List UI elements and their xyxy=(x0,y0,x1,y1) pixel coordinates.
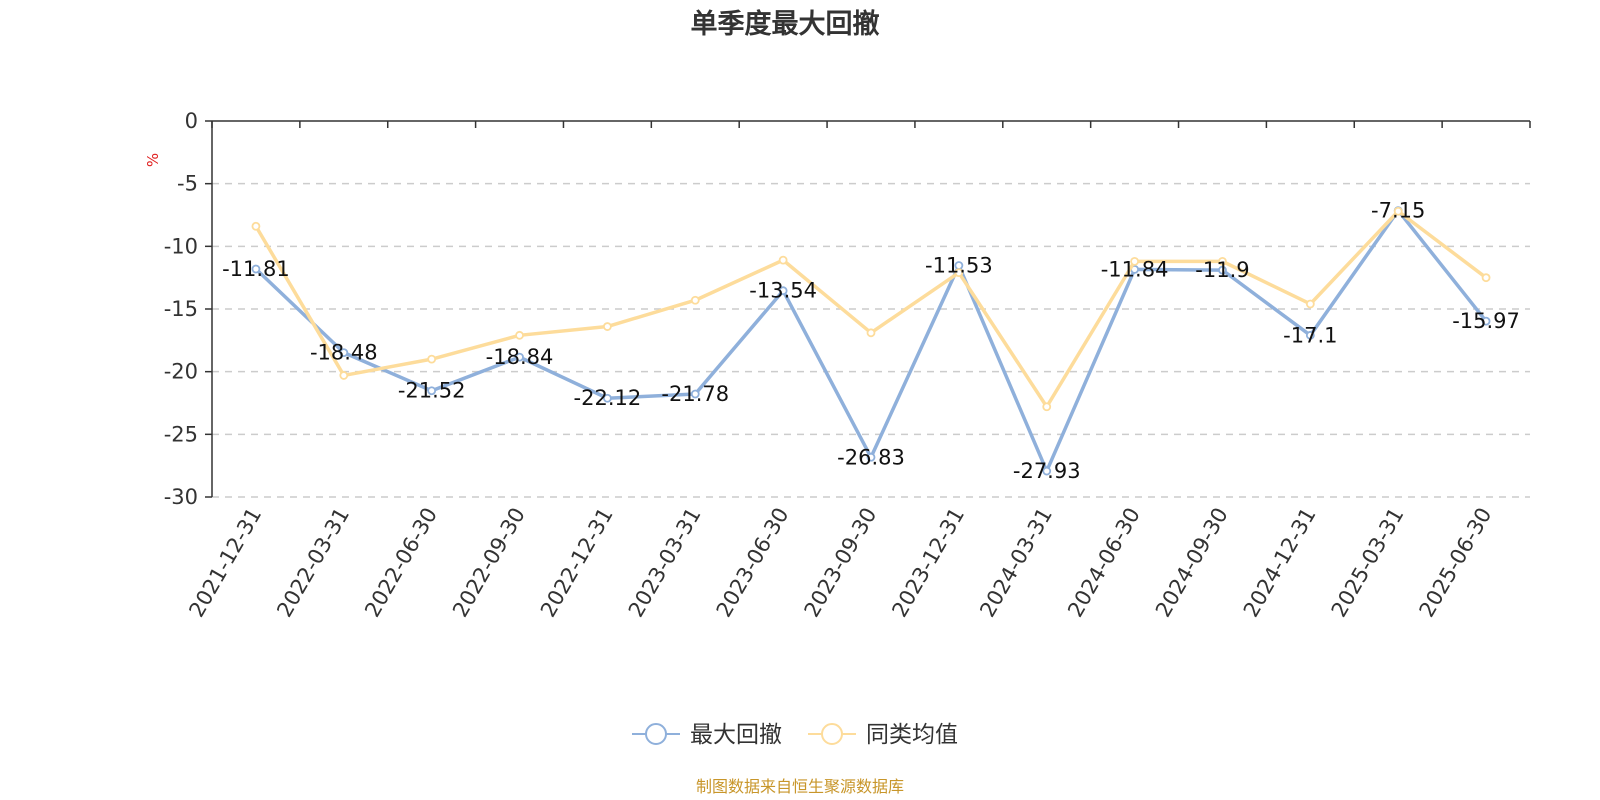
data-point[interactable] xyxy=(1218,256,1227,266)
data-point[interactable] xyxy=(690,295,700,305)
x-tick-label: 2024-09-30 xyxy=(1151,504,1233,622)
data-point[interactable] xyxy=(778,286,788,296)
data-label: -22.12 xyxy=(574,386,642,410)
y-tick-label: -25 xyxy=(164,422,198,446)
data-label: -11.81 xyxy=(222,257,290,281)
data-point[interactable] xyxy=(1218,265,1227,275)
data-point[interactable] xyxy=(1042,402,1052,412)
x-axis-ticks: 2021-12-31 2022-03-31 2022-06-30 2022-09-30… xyxy=(184,503,1496,621)
y-tick-label: -10 xyxy=(164,234,198,258)
data-point[interactable] xyxy=(1393,206,1403,216)
data-label: -11.53 xyxy=(925,254,993,278)
y-tick-label: -5 xyxy=(177,172,198,196)
x-tick-label: 2022-09-30 xyxy=(448,504,530,622)
data-label: -13.54 xyxy=(749,279,817,303)
chart-title: 单季度最大回撤 xyxy=(691,8,880,40)
y-tick-label: -30 xyxy=(164,485,198,509)
data-point[interactable] xyxy=(1042,466,1052,476)
data-point[interactable] xyxy=(339,348,349,358)
data-label: -26.83 xyxy=(837,445,905,469)
y-tick-label: -20 xyxy=(164,360,198,384)
data-point[interactable] xyxy=(866,452,876,462)
legend-label: 同类均值 xyxy=(866,722,958,748)
data-point[interactable] xyxy=(866,328,876,338)
legend-item[interactable]: 同类均值 xyxy=(808,722,958,748)
data-point[interactable] xyxy=(251,221,261,231)
y-tick-label: -15 xyxy=(164,297,198,321)
legend-marker xyxy=(821,723,843,745)
data-point[interactable] xyxy=(603,322,612,331)
data-point[interactable] xyxy=(1305,330,1315,340)
data-point[interactable] xyxy=(515,330,524,340)
x-tick-label: 2024-03-31 xyxy=(975,504,1057,622)
data-point[interactable] xyxy=(603,393,612,403)
legend-item[interactable]: 最大回撤 xyxy=(632,722,782,748)
data-labels: -11.81 -18.48 -21.52 -18.84 -22.12 -21.78 -13.… xyxy=(222,199,1520,483)
data-point[interactable] xyxy=(1481,316,1491,326)
series-group xyxy=(251,206,1491,476)
data-point[interactable] xyxy=(778,255,788,265)
data-point[interactable] xyxy=(1305,299,1315,309)
data-label: -11.9 xyxy=(1195,258,1249,282)
x-tick-label: 2022-06-30 xyxy=(360,503,442,621)
series-line xyxy=(254,209,1488,409)
data-label: -21.78 xyxy=(661,382,729,406)
x-tick-label: 2023-03-31 xyxy=(624,504,706,622)
data-label: -18.48 xyxy=(310,341,378,365)
legend-marker xyxy=(645,723,667,745)
x-tick-label: 2024-12-31 xyxy=(1239,504,1321,622)
data-point[interactable] xyxy=(954,268,964,278)
data-point[interactable] xyxy=(427,354,437,364)
x-tick-label: 2023-06-30 xyxy=(712,504,794,622)
data-point[interactable] xyxy=(1130,256,1139,266)
x-tick-label: 2025-06-30 xyxy=(1415,504,1497,622)
data-point[interactable] xyxy=(251,264,261,274)
data-label: -27.93 xyxy=(1013,459,1081,483)
legend-label: 最大回撤 xyxy=(690,722,782,748)
x-tick-label: 2025-03-31 xyxy=(1327,504,1409,622)
data-point[interactable] xyxy=(690,389,700,399)
grid-lines xyxy=(212,182,1530,498)
y-axis-ticks: 0 -5 -10 -15 -20 -25 -30 xyxy=(164,109,212,509)
x-tick-label: 2021-12-31 xyxy=(184,504,266,622)
legend[interactable]: 最大回撤 同类均值 xyxy=(632,722,958,748)
x-tick-label: 2022-12-31 xyxy=(536,504,618,622)
data-label: -15.97 xyxy=(1452,309,1520,333)
source-note: 制图数据来自恒生聚源数据库 xyxy=(696,777,904,796)
x-tick-label: 2023-09-30 xyxy=(800,504,882,622)
x-tick-label: 2024-06-30 xyxy=(1063,504,1145,622)
y-axis-unit: % xyxy=(144,153,162,167)
data-point[interactable] xyxy=(427,386,437,396)
data-point[interactable] xyxy=(1481,273,1491,283)
data-label: -21.52 xyxy=(398,379,466,403)
data-label: -18.84 xyxy=(486,345,554,369)
data-point[interactable] xyxy=(515,352,524,362)
x-tick-label: 2022-03-31 xyxy=(272,504,354,622)
y-tick-label: 0 xyxy=(185,109,198,133)
data-label: -7.15 xyxy=(1371,199,1425,223)
data-label: -11.84 xyxy=(1101,257,1169,281)
data-point[interactable] xyxy=(339,371,349,380)
x-tick-label: 2023-12-31 xyxy=(887,504,969,622)
data-label: -17.1 xyxy=(1283,323,1337,347)
